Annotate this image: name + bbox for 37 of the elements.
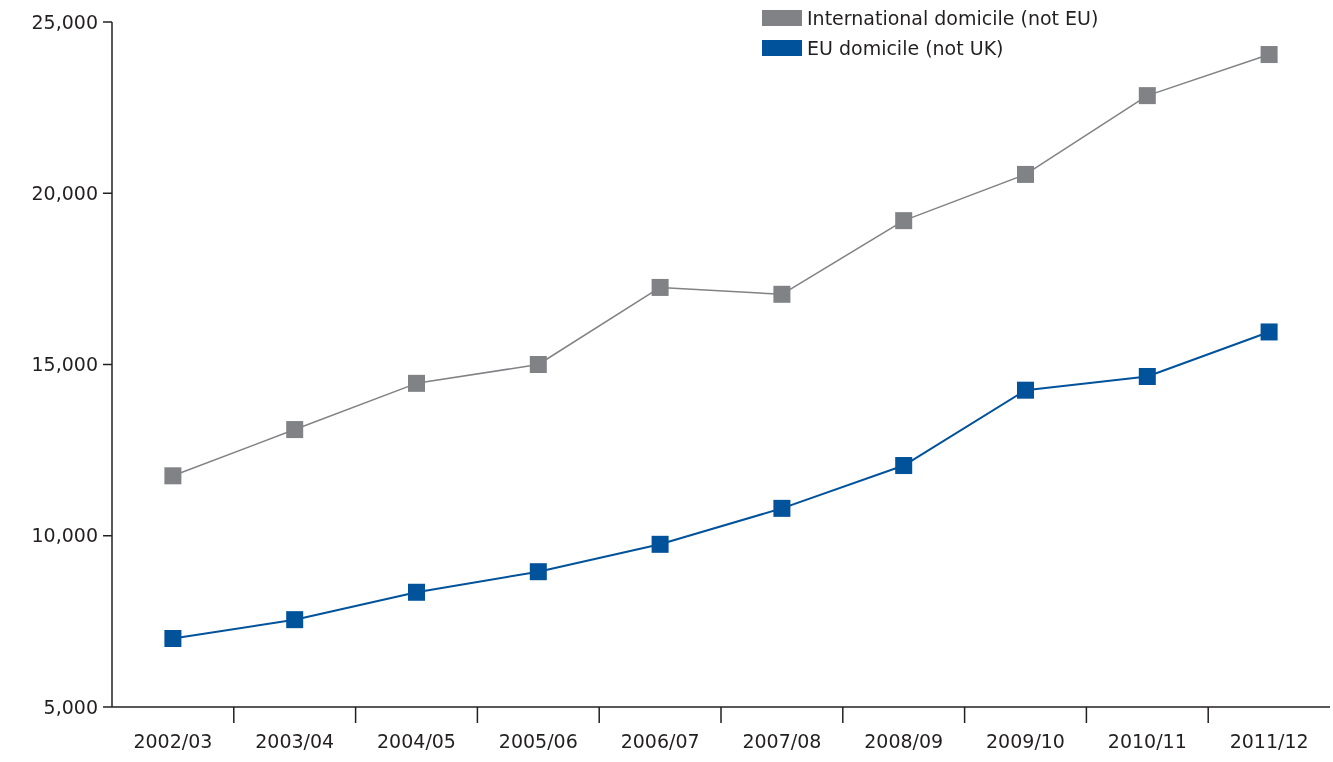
point: [1138, 87, 1156, 105]
point: [286, 611, 304, 629]
point: [408, 374, 425, 392]
legend-label: International domicile (not EU): [807, 6, 1099, 29]
y-tick-label: 10,000: [31, 524, 98, 547]
x-tick-label: 2010/11: [1107, 730, 1187, 752]
y-tick-label: 25,000: [31, 10, 98, 33]
point: [895, 212, 913, 230]
point: [773, 499, 791, 517]
x-tick-label: 2002/03: [133, 730, 213, 752]
point: [1260, 323, 1278, 341]
y-tick-label: 20,000: [31, 181, 98, 204]
point: [408, 583, 425, 601]
point: [651, 535, 669, 553]
point: [895, 457, 913, 475]
y-tick-label: 5,000: [43, 695, 98, 718]
point: [651, 278, 669, 296]
x-tick-label: 2003/04: [255, 730, 335, 752]
y-tick-label: 15,000: [31, 353, 98, 376]
x-tick-label: 2007/08: [742, 730, 822, 752]
point: [529, 356, 547, 373]
x-tick-label: 2004/05: [377, 730, 456, 752]
point: [773, 285, 791, 303]
point: [1017, 165, 1034, 183]
point: [529, 563, 547, 581]
point: [164, 467, 182, 485]
point: [1260, 46, 1278, 64]
legend-label: EU domicile (not UK): [807, 36, 1004, 59]
point: [286, 421, 304, 439]
x-tick-label: 2011/12: [1229, 730, 1309, 752]
x-tick-label: 2006/07: [620, 730, 700, 752]
x-tick-label: 2005/06: [498, 730, 578, 752]
point: [1017, 381, 1034, 399]
x-tick-label: 2008/09: [864, 730, 944, 752]
point: [164, 630, 182, 647]
x-tick-label: 2009/10: [986, 730, 1065, 752]
point: [1138, 367, 1156, 385]
